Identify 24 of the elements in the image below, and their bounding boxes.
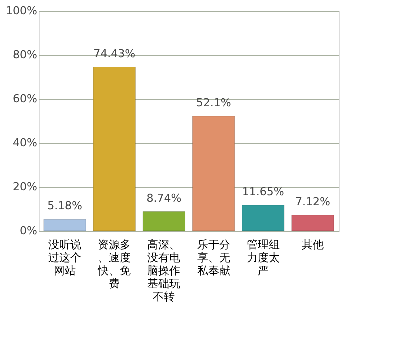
x-tick-label: 管理组力度太严 <box>246 238 280 278</box>
data-label: 7.12% <box>295 195 330 208</box>
bar <box>142 212 186 232</box>
x-tick-label: 资源多、速度快、免费 <box>97 238 132 290</box>
bar <box>93 67 136 232</box>
y-tick-label: 100% <box>6 4 38 18</box>
y-tick-label: 0% <box>20 224 38 238</box>
x-tick-label: 没听说过这个网站 <box>48 238 82 278</box>
bar <box>292 215 334 232</box>
bar <box>242 205 285 232</box>
data-label: 5.18% <box>48 200 83 213</box>
bar <box>192 116 236 232</box>
y-tick-label: 60% <box>13 92 38 106</box>
data-label: 8.74% <box>146 192 182 205</box>
data-label: 52.1% <box>196 96 232 110</box>
y-tick-label: 20% <box>13 180 38 194</box>
x-tick-label: 乐于分享、无私奉献 <box>197 238 230 278</box>
y-tick-label: 80% <box>13 48 38 62</box>
bar <box>44 219 86 232</box>
data-label: 74.43% <box>94 47 136 60</box>
y-tick-label: 40% <box>13 136 38 150</box>
x-tick-label: 高深、没有电脑操作基础玩不转 <box>148 238 181 304</box>
data-label: 11.65% <box>242 185 284 198</box>
x-tick-label: 其他 <box>302 238 324 252</box>
